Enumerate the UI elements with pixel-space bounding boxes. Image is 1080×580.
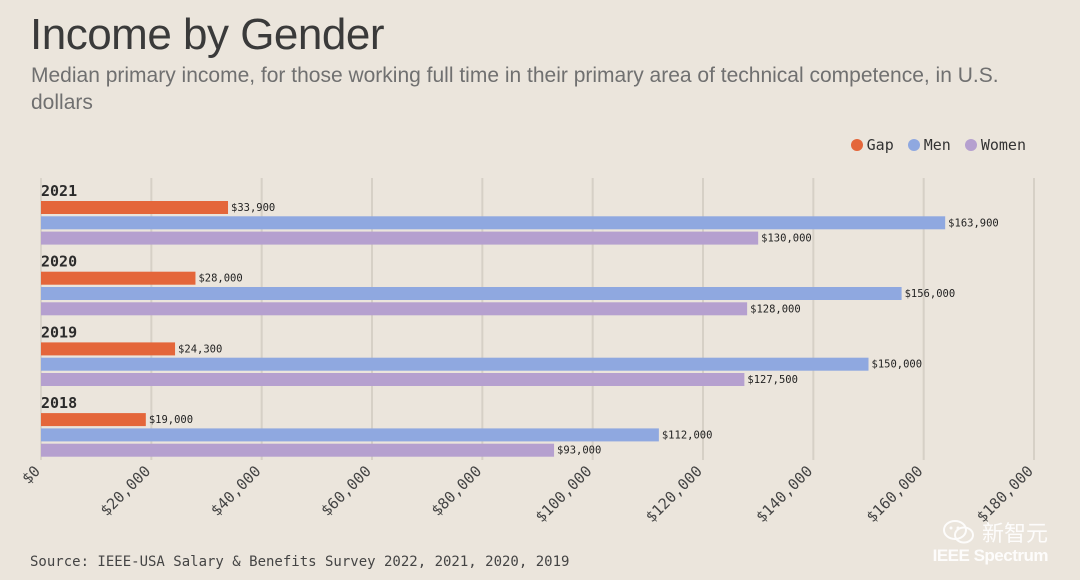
bar-women: [41, 302, 748, 316]
data-label: $156,000: [905, 288, 956, 300]
x-tick-label: $120,000: [642, 462, 706, 526]
legend-swatch-men: [907, 139, 920, 151]
x-tick-label: $0: [18, 462, 44, 488]
watermark-brand: IEEE Spectrum: [932, 546, 1049, 565]
legend-label-men: Men: [923, 136, 951, 154]
data-label: $150,000: [872, 359, 923, 371]
bar-gap: [41, 342, 176, 356]
bar-men: [41, 287, 902, 300]
legend-swatch-women: [964, 139, 977, 151]
data-label: $33,900: [231, 202, 275, 214]
category-label: 2021: [41, 182, 77, 200]
bar-women: [41, 231, 759, 245]
data-label: $128,000: [750, 303, 801, 315]
data-label: $93,000: [557, 445, 601, 457]
bar-gap: [41, 413, 146, 427]
legend-label-women: Women: [980, 136, 1026, 154]
data-label: $127,500: [747, 374, 798, 386]
x-tick-label: $80,000: [428, 462, 485, 519]
data-label: $19,000: [149, 414, 193, 426]
bar-chart: 2021 $33,900 $163,900 $130,000 2020 $28,000 $1…: [18, 178, 1037, 526]
x-tick-label: $60,000: [317, 462, 374, 519]
wechat-icon: [942, 520, 974, 544]
data-label: $24,300: [178, 343, 222, 355]
x-tick-label: $140,000: [752, 462, 816, 526]
category-label: 2019: [41, 323, 77, 341]
source-note: Source: IEEE-USA Salary & Benefits Surve…: [30, 554, 570, 570]
legend-swatch-gap: [850, 139, 863, 151]
legend-label-gap: Gap: [866, 136, 894, 154]
category-label: 2020: [41, 253, 77, 271]
bar-men: [41, 428, 659, 442]
watermark-top: 新智元: [942, 516, 1048, 548]
legend-item-men: Men: [907, 136, 951, 154]
x-tick-label: $160,000: [863, 462, 927, 526]
legend: Gap Men Women: [850, 136, 1026, 154]
watermark: 新智元 IEEE Spectrum: [932, 516, 1049, 566]
watermark-text: 新智元: [981, 522, 1048, 547]
data-label: $28,000: [198, 273, 242, 285]
category-label: 2018: [41, 394, 77, 412]
bar-gap: [41, 201, 229, 214]
bar-women: [41, 373, 745, 386]
chart-title: Income by Gender: [30, 10, 384, 59]
bar-men: [41, 357, 869, 371]
x-tick-label: $100,000: [532, 462, 596, 526]
legend-item-gap: Gap: [850, 136, 894, 154]
x-tick-label: $20,000: [97, 462, 154, 519]
data-label: $163,900: [948, 217, 999, 229]
bar-men: [41, 216, 946, 230]
bar-gap: [41, 271, 196, 285]
bar-women: [41, 443, 555, 457]
data-label: $112,000: [662, 429, 713, 441]
chart-subtitle: Median primary income, for those working…: [31, 64, 999, 114]
data-label: $130,000: [761, 233, 812, 245]
x-tick-label: $40,000: [207, 462, 264, 519]
legend-item-women: Women: [964, 136, 1026, 154]
